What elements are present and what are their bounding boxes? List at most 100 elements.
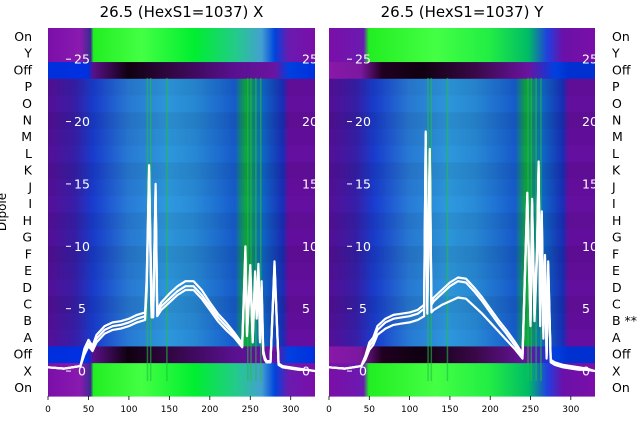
row-label: H <box>23 213 32 228</box>
row-label: E <box>612 263 620 278</box>
overlay-tick-label-right: 0 <box>582 364 590 379</box>
overlay-tick-label: 10 <box>74 239 90 254</box>
row-label: J <box>611 179 616 194</box>
row-label: Off <box>14 347 33 362</box>
overlay-tick-label-right: 20 <box>302 114 318 129</box>
chart-title: 26.5 (HexS1=1037) Y <box>381 3 545 21</box>
x-tick-label: 150 <box>161 405 178 415</box>
row-label: E <box>24 263 32 278</box>
row-label: X <box>23 363 32 378</box>
x-tick-label: 200 <box>201 405 218 415</box>
overlay-tick-label: 25 <box>74 52 90 67</box>
row-label: D <box>612 280 622 295</box>
heatmap-row-shade <box>329 262 595 280</box>
row-label: O <box>612 96 622 111</box>
row-label: On <box>14 380 32 395</box>
x-tick-label: 300 <box>562 405 579 415</box>
overlay-tick-label-right: 5 <box>582 301 590 316</box>
heatmap-row-shade <box>48 145 315 163</box>
row-label: X <box>612 363 621 378</box>
row-label: N <box>612 113 621 128</box>
row-label: P <box>24 79 32 94</box>
heatmap-row-shade <box>329 78 595 96</box>
heatmap-row <box>329 28 595 46</box>
x-tick-label: 0 <box>45 405 51 415</box>
overlay-tick-label: 25 <box>355 52 371 67</box>
heatmap-row-shade <box>329 195 595 213</box>
row-label: A <box>612 330 621 345</box>
row-label: A <box>23 330 32 345</box>
row-label: F <box>612 246 619 261</box>
heatmap-row-shade <box>48 94 315 113</box>
heatmap-row <box>48 44 315 63</box>
series-line-3 <box>48 176 315 373</box>
heatmap-row <box>48 28 315 46</box>
row-label: J <box>27 179 32 194</box>
heatmap-row-shade <box>48 195 315 213</box>
row-label: K <box>612 163 621 178</box>
heatmap-row-shade <box>48 212 315 230</box>
x-tick-label: 0 <box>326 405 332 415</box>
overlay-tick-label-right: 10 <box>302 239 318 254</box>
chart-title: 26.5 (HexS1=1037) X <box>100 3 264 21</box>
row-label: Y <box>611 46 620 61</box>
row-label: G <box>22 230 32 245</box>
row-label: C <box>612 297 621 312</box>
heatmap-row <box>329 61 595 79</box>
heatmap-streak <box>259 77 262 382</box>
figure-ylabel: Dipole <box>0 193 9 231</box>
row-label: Off <box>14 62 33 77</box>
row-label: Off <box>612 347 631 362</box>
heatmap-streak <box>166 77 168 382</box>
x-tick-label: 250 <box>242 405 259 415</box>
row-label: O <box>22 96 32 111</box>
row-label: Off <box>612 62 631 77</box>
row-label: On <box>612 380 630 395</box>
x-tick-label: 150 <box>441 405 458 415</box>
row-label: I <box>28 196 32 211</box>
series-line-3 <box>329 139 595 373</box>
row-label: D <box>22 280 32 295</box>
row-label: L <box>25 146 32 161</box>
heatmap-row-shade <box>329 312 595 330</box>
row-label: N <box>23 113 32 128</box>
x-tick-label: 50 <box>83 405 95 415</box>
overlay-tick-label: 10 <box>355 239 371 254</box>
row-label: L <box>612 146 619 161</box>
row-label: On <box>14 29 32 44</box>
overlay-tick-label: 15 <box>355 176 371 191</box>
heatmap-streak <box>446 77 449 382</box>
row-label: H <box>612 213 621 228</box>
heatmap-row-shade <box>48 312 315 330</box>
heatmap-row <box>48 379 315 397</box>
heatmap-row-shade <box>329 128 595 146</box>
x-tick-label: 100 <box>120 405 137 415</box>
row-label: F <box>25 246 32 261</box>
row-label: C <box>23 297 32 312</box>
overlay-tick-label-right: 0 <box>302 364 310 379</box>
x-tick-label: 100 <box>401 405 418 415</box>
row-label: Y <box>23 46 32 61</box>
overlay-tick-label-right: 20 <box>582 114 598 129</box>
overlay-tick-label: 5 <box>78 301 86 316</box>
overlay-tick-label-right: 15 <box>582 176 598 191</box>
heatmap-streak <box>247 77 249 382</box>
x-tick-label: 300 <box>282 405 299 415</box>
row-label: M <box>21 129 32 144</box>
heatmap-streak <box>255 77 257 382</box>
heatmap-row-shade <box>48 128 315 146</box>
row-label: On <box>612 29 630 44</box>
overlay-tick-label: 20 <box>74 114 90 129</box>
overlay-tick-label: 0 <box>359 364 367 379</box>
row-label: B <box>23 313 32 328</box>
row-label: M <box>612 129 623 144</box>
heatmap-streak <box>535 77 537 382</box>
row-label: G <box>612 230 622 245</box>
x-tick-label: 50 <box>364 405 376 415</box>
heatmap-row <box>48 61 315 79</box>
x-tick-label: 250 <box>522 405 539 415</box>
overlay-tick-label: 5 <box>359 301 367 316</box>
